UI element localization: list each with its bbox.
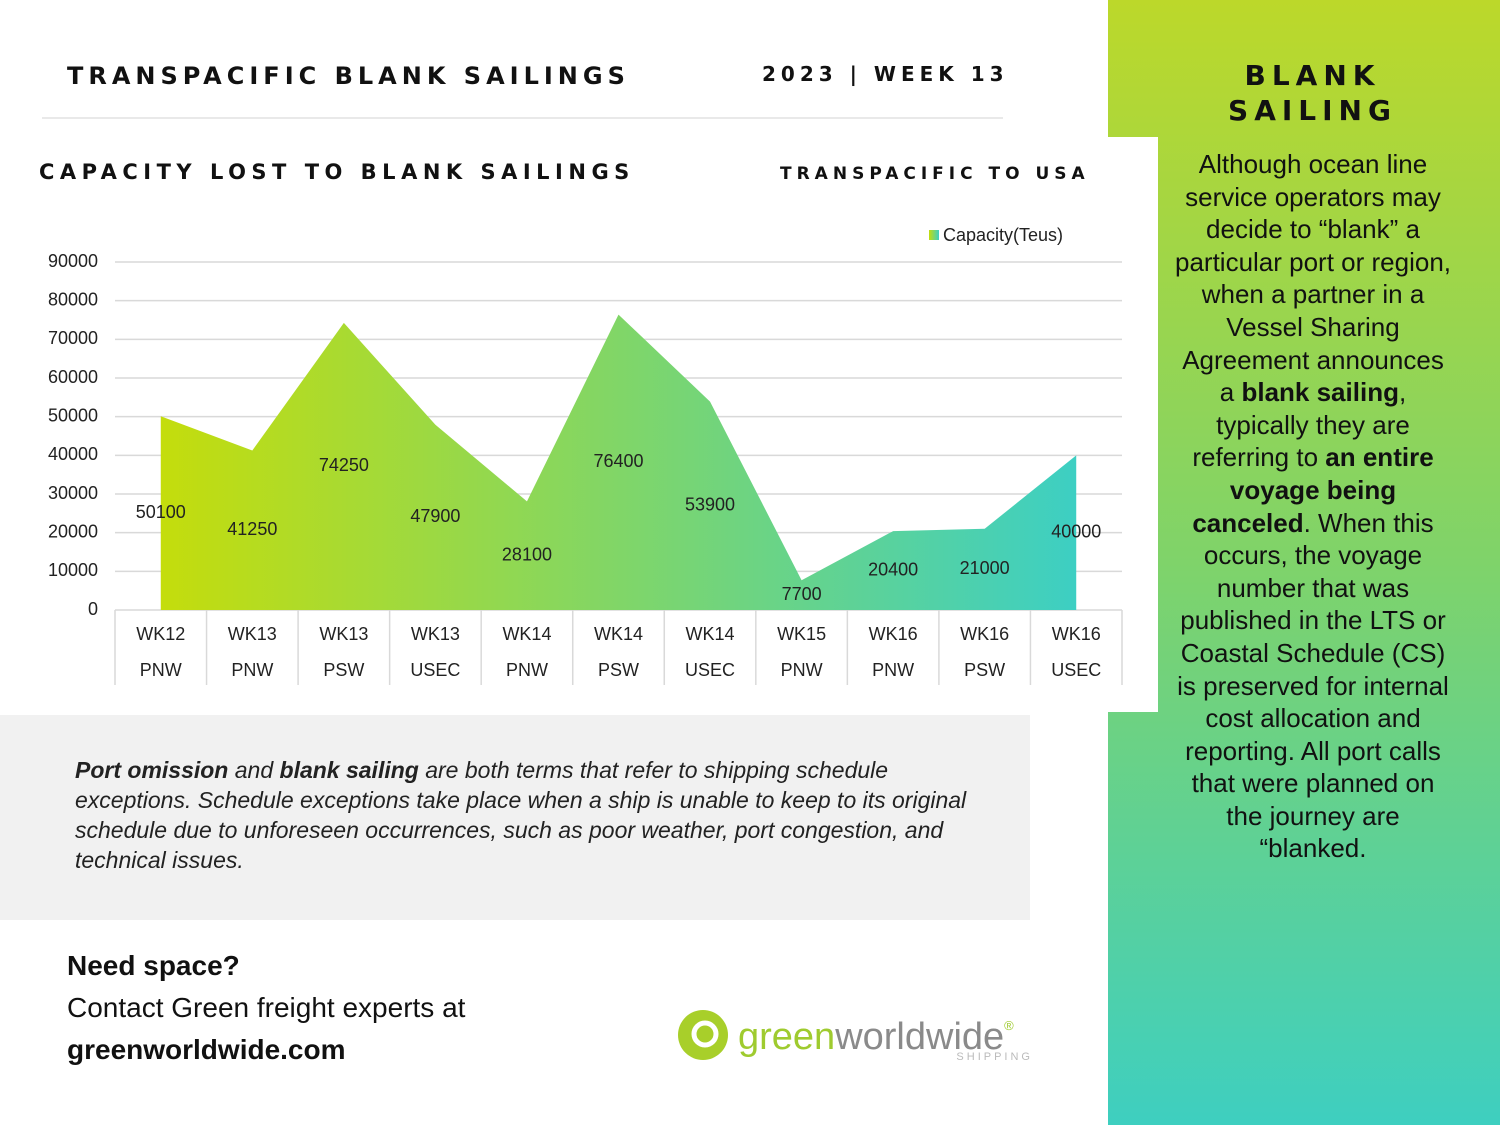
y-tick-label: 20000: [48, 521, 98, 541]
x-tick-label: USEC: [410, 660, 460, 680]
x-tick-label: PNW: [506, 660, 548, 680]
contact-heading: Need space?: [67, 950, 240, 981]
x-tick-label: WK14: [594, 624, 643, 644]
data-label: 28100: [502, 544, 552, 564]
x-tick-label: PSW: [323, 660, 364, 680]
note-text: and: [228, 757, 280, 783]
y-tick-label: 80000: [48, 289, 98, 309]
note-text: are both terms that refer to shipping sc…: [75, 757, 967, 873]
chart: 0 10000 20000 30000 40000 50000 60000 70000 8000…: [48, 225, 1123, 685]
x-tick-label: WK14: [502, 624, 551, 644]
data-label: 47900: [410, 506, 460, 526]
y-tick-label: 50000: [48, 405, 98, 425]
note-term: blank sailing: [279, 757, 419, 783]
edition: 2023 | WEEK 13: [762, 62, 1009, 86]
logo-icon: [678, 1010, 728, 1060]
x-tick-label: WK13: [228, 624, 277, 644]
sidebar-text-part: , typically they are referring to: [1192, 377, 1410, 473]
sidebar-emphasis: blank sailing: [1241, 377, 1399, 408]
sidebar-text-part: Although ocean line service operators ma…: [1174, 149, 1452, 408]
logo-text: greenworldwide®: [738, 1016, 1014, 1058]
data-label: 50100: [136, 502, 186, 522]
x-tick-label: PNW: [140, 660, 182, 680]
x-tick-label: WK15: [777, 624, 826, 644]
x-tick-label: PNW: [872, 660, 914, 680]
data-label: 53900: [685, 495, 735, 515]
data-label: 21000: [960, 558, 1010, 578]
x-tick-label: PSW: [964, 660, 1005, 680]
x-tick-label: WK13: [319, 624, 368, 644]
data-label: 74250: [319, 455, 369, 475]
sidebar-text: Although ocean line service operators ma…: [1172, 148, 1454, 865]
page-title: TRANSPACIFIC BLANK SAILINGS: [67, 62, 630, 90]
x-tick-label: PNW: [781, 660, 823, 680]
note: Port omission and blank sailing are both…: [75, 755, 1005, 875]
x-tick-label: WK12: [136, 624, 185, 644]
x-tick-label: WK16: [960, 624, 1009, 644]
logo-tagline: SHIPPING: [956, 1051, 1033, 1063]
sidebar-emphasis: an entire voyage being canceled: [1192, 442, 1434, 538]
chart-subtitle: TRANSPACIFIC TO USA: [780, 164, 1090, 184]
y-tick-label: 30000: [48, 483, 98, 503]
x-tick-label: PNW: [231, 660, 273, 680]
y-tick-label: 90000: [48, 251, 98, 271]
sidebar-title: BLANK SAILING: [1228, 59, 1397, 127]
sidebar-panel: [1108, 0, 1500, 1125]
logo-first: green: [738, 1016, 835, 1058]
contact-line: Contact Green freight experts at: [67, 992, 466, 1023]
x-tick-label: PSW: [598, 660, 639, 680]
legend-swatch: [929, 230, 939, 240]
logo-icon: [691, 1020, 719, 1048]
y-tick-label: 0: [88, 599, 98, 619]
x-tick-label: WK14: [686, 624, 735, 644]
y-tick-label: 10000: [48, 560, 98, 580]
y-tick-label: 40000: [48, 444, 98, 464]
logo: greenworldwide® SHIPPING: [678, 1010, 1033, 1063]
sidebar-text-part: . When this occurs, the voyage number th…: [1177, 507, 1449, 864]
data-label: 40000: [1051, 521, 1101, 541]
data-label: 41250: [227, 519, 277, 539]
x-tick-label: WK16: [869, 624, 918, 644]
x-tick-label: USEC: [1051, 660, 1101, 680]
note-term: Port omission: [75, 757, 229, 783]
data-label: 76400: [593, 451, 643, 471]
data-label: 7700: [782, 584, 822, 604]
y-tick-label: 60000: [48, 367, 98, 387]
x-tick-label: USEC: [685, 660, 735, 680]
y-tick-label: 70000: [48, 328, 98, 348]
legend-label: Capacity(Teus): [943, 225, 1063, 245]
logo-mark: ®: [1004, 1018, 1014, 1033]
contact-url[interactable]: greenworldwide.com: [67, 1034, 346, 1065]
note-box: [0, 715, 1030, 920]
area: [160, 314, 1077, 610]
data-label: 20400: [868, 559, 918, 579]
chart-title: CAPACITY LOST TO BLANK SAILINGS: [39, 160, 635, 184]
x-tick-label: WK13: [411, 624, 460, 644]
logo-second: worldwide: [834, 1016, 1004, 1058]
x-tick-label: WK16: [1052, 624, 1101, 644]
